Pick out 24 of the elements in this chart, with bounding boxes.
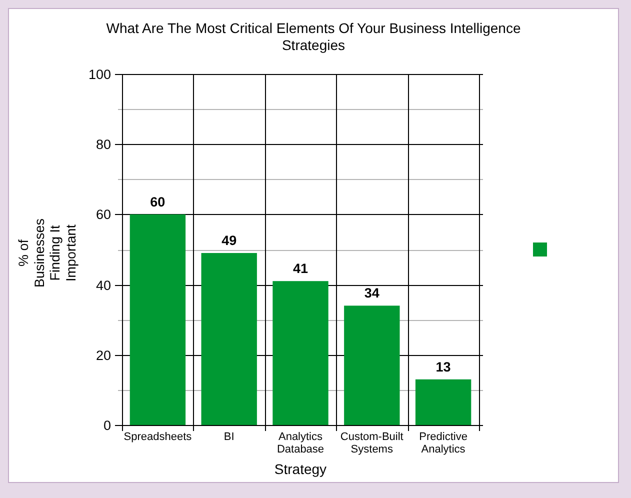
chart-title: What Are The Most Critical Elements Of Your Business Intelligence Strategies [106,20,521,53]
x-tick-label: Custom-Built Systems [340,431,404,456]
x-tick-label: BI [224,431,234,443]
data-label: 49 [222,233,237,248]
x-tick-label: Spreadsheets [124,431,192,443]
y-tick-label: 20 [96,348,111,364]
bar [201,253,257,425]
bar [130,214,186,425]
bar [415,379,472,425]
y-tick-label: 100 [88,67,111,82]
data-label: 60 [150,194,166,210]
y-tick-label: 0 [103,418,111,434]
y-tick-label: 80 [96,137,111,152]
x-tick-label: Predictive Analytics [419,431,468,456]
bar [272,281,328,425]
y-tick-label: 60 [96,207,111,222]
data-label: 13 [436,359,452,374]
y-axis-title: % of Businesses Finding It Important [16,218,78,288]
bar [344,306,400,425]
data-label: 34 [364,286,380,301]
data-label: 41 [292,261,308,276]
x-tick-label: Analytics Database [276,431,324,456]
y-tick-label: 40 [96,278,111,294]
x-axis-title: Strategy [274,461,327,477]
